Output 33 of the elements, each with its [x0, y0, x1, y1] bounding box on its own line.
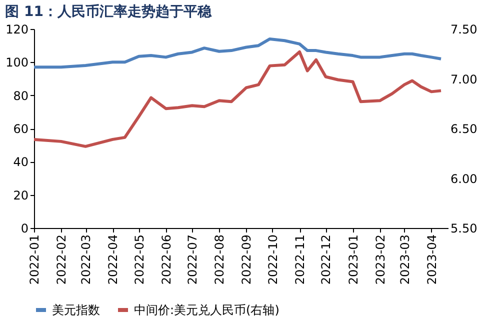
- y-tick-label: 0: [20, 222, 28, 236]
- y2-tick-label: 6.50: [450, 122, 478, 136]
- x-tick-label: 2023-02: [373, 234, 388, 285]
- x-tick-label: 2022-03: [79, 234, 94, 285]
- y-tick-label: 60: [13, 122, 28, 136]
- y2-tick-label: 5.50: [450, 222, 478, 236]
- line-series: [32, 37, 443, 69]
- y2-tick-label: 6.00: [450, 172, 478, 186]
- x-tick-label: 2022-10: [266, 234, 280, 285]
- x-tick-label: 2022-11: [293, 234, 308, 285]
- x-tick-label: 2022-02: [54, 234, 69, 285]
- x-tick-label: 2022-08: [212, 234, 227, 285]
- chart-title: 图 11：人民币汇率走势趋于平稳: [5, 3, 212, 20]
- line-series: [32, 50, 443, 148]
- x-tick-label: 2022-04: [106, 234, 120, 285]
- y-tick-label: 120: [6, 22, 28, 36]
- y2-tick-label: 7.50: [450, 22, 478, 36]
- y-tick-label: 100: [6, 56, 28, 70]
- x-tick-label: 2022-12: [319, 234, 334, 285]
- x-tick-label: 2022-07: [186, 234, 200, 285]
- y-tick-label: 20: [13, 188, 28, 202]
- x-tick-label: 2023-03: [398, 234, 412, 285]
- y2-tick-label: 7.00: [450, 72, 478, 86]
- x-tick-label: 2023-01: [346, 234, 360, 285]
- x-tick-label: 2023-04: [424, 234, 439, 285]
- y-tick-label: 80: [13, 88, 28, 103]
- legend-label: 美元指数: [52, 303, 100, 317]
- legend-label: 中间价:美元兑人民币(右轴): [134, 303, 280, 317]
- y-tick-label: 40: [13, 155, 28, 170]
- x-tick-label: 2022-01: [28, 234, 42, 285]
- x-tick-label: 2022-09: [240, 234, 254, 285]
- x-tick-label: 2022-06: [159, 234, 174, 285]
- x-tick-label: 2022-05: [132, 234, 146, 285]
